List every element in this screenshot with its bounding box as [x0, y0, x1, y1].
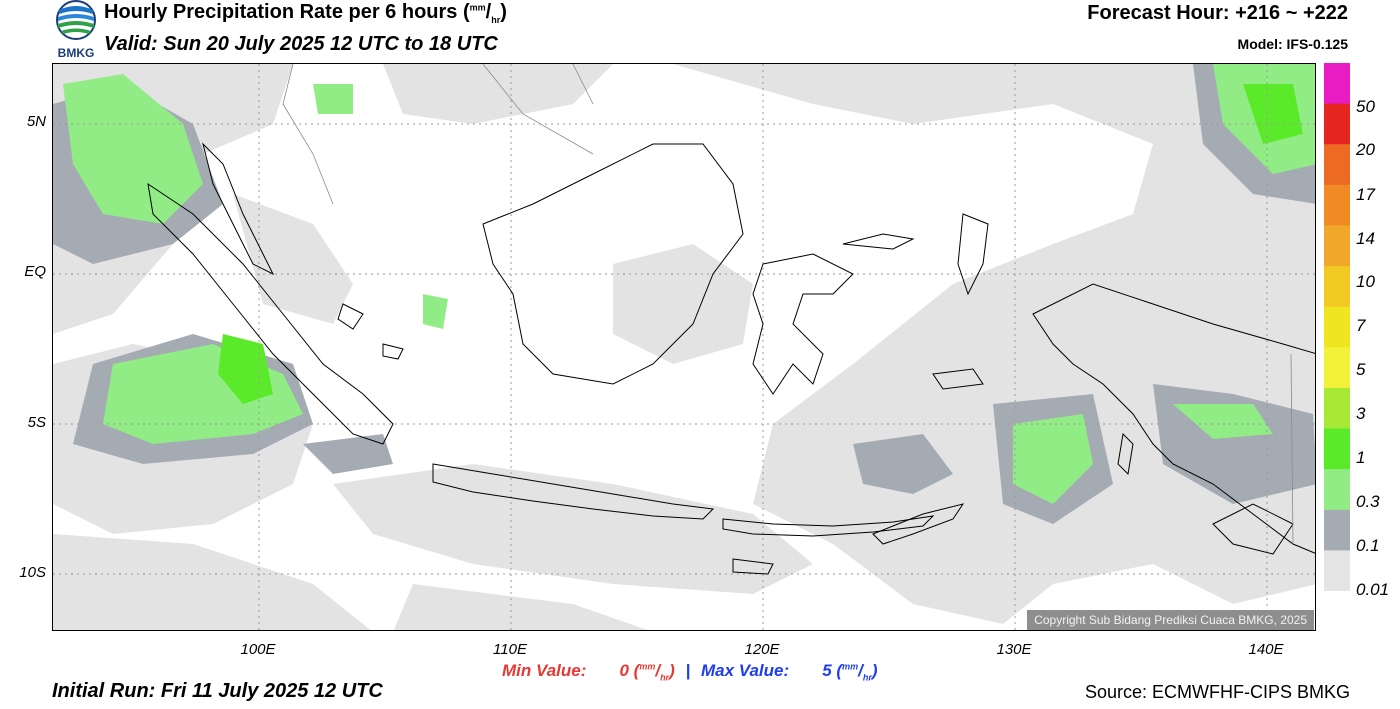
lon-label-120e: 120E [744, 641, 780, 658]
legend-swatch [1324, 63, 1350, 105]
logo-text: BMKG [57, 46, 95, 60]
legend-label: 14 [1356, 229, 1375, 248]
lat-label-eq: EQ [24, 263, 46, 280]
legend-swatch [1324, 509, 1350, 551]
legend-swatch [1324, 184, 1350, 226]
chart-title: Hourly Precipitation Rate per 6 hours (m… [104, 1, 507, 25]
coastlines [147, 142, 1315, 575]
precip-light-areas [53, 64, 1315, 630]
legend-label: 0.01 [1356, 580, 1390, 599]
legend-label: 10 [1356, 272, 1375, 291]
legend-swatch [1324, 347, 1350, 389]
legend-swatch [1324, 469, 1350, 511]
valid-time: Valid: Sun 20 July 2025 12 UTC to 18 UTC [104, 33, 498, 55]
legend-swatch [1324, 550, 1350, 592]
map-grid [53, 64, 1315, 630]
max-value: 5 (mm/hr) [822, 661, 878, 683]
legend-swatch [1324, 428, 1350, 470]
initial-run: Initial Run: Fri 11 July 2025 12 UTC [52, 680, 383, 702]
lon-label-110e: 110E [493, 641, 527, 658]
precipitation-map [52, 63, 1316, 631]
legend-label: 7 [1356, 316, 1366, 335]
legend-label: 0.3 [1356, 492, 1380, 511]
legend-swatch [1324, 225, 1350, 267]
lat-label-5n: 5N [26, 113, 46, 130]
max-value-label: Max Value: [700, 661, 790, 680]
model-name: Model: IFS-0.125 [1237, 36, 1348, 52]
legend-swatch [1324, 103, 1350, 145]
legend-label: 5 [1356, 360, 1366, 379]
legend-label: 0.1 [1356, 536, 1380, 555]
legend-label: 50 [1356, 97, 1375, 116]
lat-label-10s: 10S [19, 564, 46, 581]
min-max-separator: | [685, 661, 691, 680]
legend-label: 3 [1356, 404, 1366, 423]
legend-swatch [1324, 387, 1350, 430]
min-max-values: Min Value: 0 (mm/hr) | Max Value: 5 (mm/… [502, 661, 878, 682]
legend-label: 17 [1356, 185, 1375, 204]
legend-label: 1 [1356, 448, 1366, 467]
data-source: Source: ECMWFHF-CIPS BMKG [1084, 682, 1350, 702]
copyright-note: Copyright Sub Bidang Prediksi Cuaca BMKG… [1027, 610, 1314, 630]
legend-label: 20 [1356, 140, 1375, 159]
lon-label-130e: 130E [996, 641, 1032, 658]
lon-label-100e: 100E [240, 641, 276, 658]
lat-label-5s: 5S [27, 414, 46, 431]
lon-label-140e: 140E [1248, 641, 1284, 658]
legend-swatch [1324, 144, 1350, 186]
bmkg-logo [52, 0, 100, 60]
borders [282, 64, 1294, 545]
legend-colorbar [1324, 63, 1350, 592]
min-value-label: Min Value: [502, 661, 587, 680]
legend-swatch [1324, 266, 1350, 308]
precip-bright-green-areas [218, 84, 1303, 404]
legend-swatch [1324, 306, 1350, 348]
forecast-hour: Forecast Hour: +216 ~ +222 [1087, 2, 1348, 24]
map-canvas [53, 64, 1315, 630]
min-value: 0 (mm/hr) [619, 661, 675, 683]
legend-swatches [1324, 63, 1350, 592]
